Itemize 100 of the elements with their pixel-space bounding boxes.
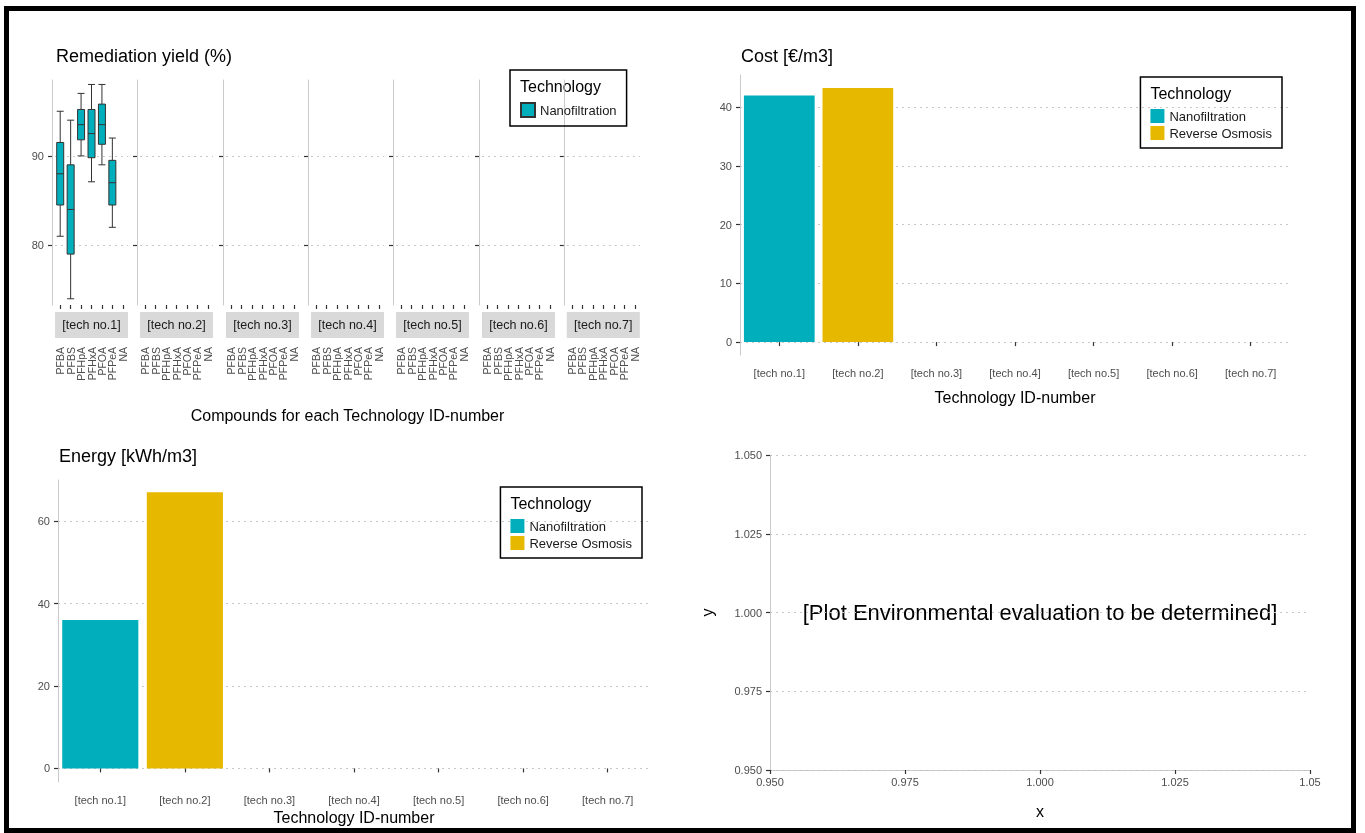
x-tick-label: [tech no.4] (328, 793, 380, 806)
x-tick-label: 1.05 (1299, 775, 1321, 788)
x-tick-label: PFOA (266, 347, 279, 376)
x-tick-label: PFBS (64, 347, 77, 375)
y-tick-label: 10 (719, 277, 732, 290)
chart-title: Energy [kWh/m3] (59, 446, 198, 466)
x-tick-label: [tech no.6] (1146, 366, 1198, 379)
x-tick-label: PFBS (576, 347, 589, 375)
x-tick-label: [tech no.7] (1225, 366, 1277, 379)
x-tick-label: PFHxA (597, 347, 610, 381)
x-tick-label: PFPeA (532, 347, 545, 381)
x-tick-label: PFHxA (256, 347, 269, 381)
x-tick-label: NA (543, 347, 556, 362)
x-tick-label: PFOA (607, 347, 620, 376)
legend-label: Reverse Osmosis (529, 535, 633, 551)
x-axis-title: Technology ID-number (273, 809, 436, 827)
x-tick-label: [tech no.2] (832, 366, 884, 379)
text: [tech no.1] (62, 318, 121, 332)
x-tick-label: [tech no.4] (989, 366, 1041, 379)
x-tick-label: PFOA (181, 347, 194, 376)
x-tick-label: [tech no.2] (159, 793, 211, 806)
x-tick-label: PFPeA (106, 347, 119, 381)
y-tick-label: 0.950 (734, 764, 762, 776)
annotation: [Plot Environmental evaluation to be determined] (802, 600, 1278, 625)
x-tick-label: NA (202, 347, 215, 362)
legend-label: Nanofiltration (529, 518, 607, 534)
legend-label: Nanofiltration (540, 102, 617, 118)
x-tick-label: PFBS (405, 347, 418, 375)
x-axis-title: x (1036, 802, 1044, 820)
y-tick-label: 0.975 (734, 685, 762, 698)
x-tick-label: PFHpA (160, 347, 173, 381)
x-tick-label: [tech no.1] (74, 793, 126, 806)
y-tick-label: 80 (31, 239, 44, 252)
y-tick-label: 30 (719, 159, 732, 172)
x-tick-label: NA (116, 347, 129, 362)
x-tick-label: PFOA (351, 347, 364, 376)
chart-title: Cost [€/m3] (741, 46, 834, 66)
x-tick-label: 0.975 (891, 775, 919, 788)
x-tick-label: PFPeA (362, 347, 375, 381)
x-tick-label: NA (628, 347, 641, 362)
x-tick-label: PFHpA (586, 347, 599, 381)
x-tick-label: PFHpA (245, 347, 258, 381)
y-tick-label: 60 (37, 515, 50, 528)
y-tick-label: 20 (37, 680, 50, 692)
x-tick-label: 0.950 (756, 775, 784, 788)
x-tick-label: PFHxA (85, 347, 98, 381)
chart-title: Remediation yield (%) (56, 46, 233, 66)
x-tick-label: PFBS (235, 347, 248, 375)
y-axis-title: y (698, 608, 716, 617)
y-tick-label: 1.025 (734, 527, 762, 540)
x-tick-label: PFBS (491, 347, 504, 375)
x-tick-label: PFBS (149, 347, 162, 375)
y-tick-label: 90 (31, 149, 44, 162)
x-tick-label: PFPeA (191, 347, 204, 381)
x-tick-label: [tech no.6] (497, 793, 549, 806)
y-tick-label: 40 (719, 101, 732, 114)
x-axis-title: Technology ID-number (934, 388, 1097, 406)
x-tick-label: PFPeA (447, 347, 460, 381)
y-tick-label: 0 (43, 762, 50, 775)
x-tick-label: PFHpA (75, 347, 88, 381)
legend-title: Technology (510, 494, 592, 512)
x-tick-label: PFHpA (501, 347, 514, 381)
y-tick-label: 40 (37, 597, 50, 610)
x-tick-label: PFHpA (416, 347, 429, 381)
x-tick-label: PFPeA (618, 347, 631, 381)
x-tick-label: PFHxA (170, 347, 183, 381)
text: [tech no.4] (318, 318, 377, 332)
x-tick-label: PFHxA (341, 347, 354, 381)
x-tick-label: PFBA (54, 347, 67, 375)
legend-title: Technology (1150, 84, 1232, 102)
x-tick-label: [tech no.3] (243, 793, 296, 806)
x-tick-label: [tech no.5] (1067, 366, 1120, 379)
x-tick-label: PFBA (480, 347, 493, 375)
x-tick-label: PFBS (320, 347, 333, 375)
x-tick-label: PFHxA (512, 347, 524, 381)
legend-label: Nanofiltration (1169, 108, 1247, 124)
x-tick-label: PFPeA (276, 347, 289, 381)
x-tick-label: PFOA (522, 347, 535, 376)
x-tick-label: 1.000 (1026, 775, 1054, 788)
x-tick-label: [tech no.1] (753, 366, 805, 379)
x-tick-label: [tech no.5] (412, 793, 465, 806)
y-tick-label: 1.000 (734, 606, 762, 619)
y-tick-label: 0 (725, 336, 732, 349)
x-tick-label: [tech no.3] (910, 366, 963, 379)
legend-title: Technology (520, 77, 601, 95)
x-tick-label: [tech no.7] (582, 793, 634, 806)
text: [tech no.6] (488, 318, 548, 332)
legend-label: Reverse Osmosis (1169, 125, 1273, 141)
x-tick-label: PFBA (139, 347, 152, 375)
text: [tech no.3] (232, 318, 292, 332)
x-tick-label: PFHxA (426, 347, 439, 381)
text: [tech no.7] (574, 318, 633, 332)
x-tick-label: PFBA (310, 347, 323, 375)
x-axis-title: Compounds for each Technology ID-number (190, 406, 505, 424)
x-tick-label: PFBA (395, 347, 408, 375)
x-tick-label: PFOA (95, 347, 108, 376)
y-tick-label: 20 (719, 218, 732, 231)
x-tick-label: PFBA (224, 347, 237, 375)
x-tick-label: PFHpA (330, 347, 343, 381)
x-tick-label: NA (287, 347, 300, 362)
